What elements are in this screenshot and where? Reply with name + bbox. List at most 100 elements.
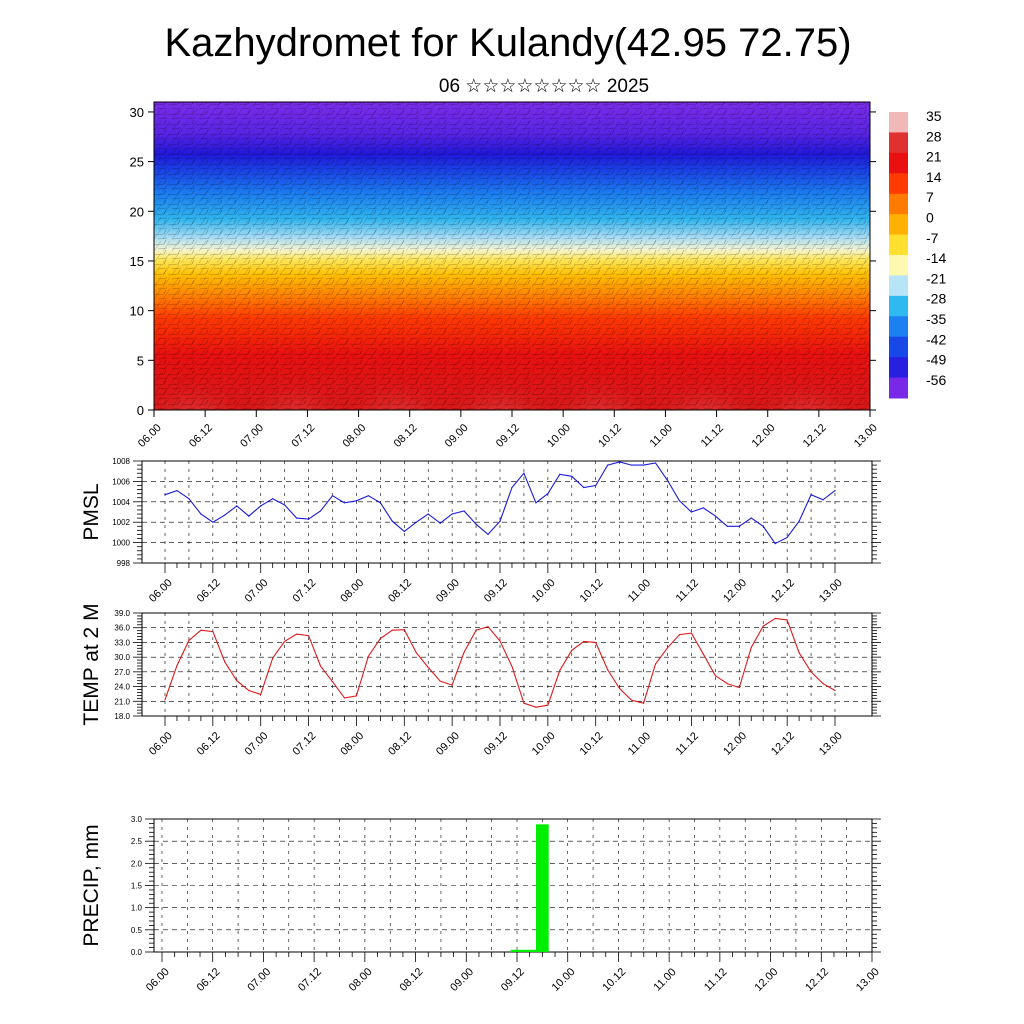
temp2m-point: [188, 639, 190, 642]
pmsl-point: [559, 473, 561, 475]
pmsl-point: [595, 484, 597, 487]
y-axis-title: TEMP at 2 M: [80, 603, 103, 725]
temp2m-point: [272, 657, 274, 659]
x-tick-label: 13.00: [817, 730, 845, 758]
x-tick-label: 12.00: [752, 966, 780, 994]
colorbar-swatch: [889, 173, 908, 195]
temp2m-point: [284, 640, 286, 643]
y-tick-label: 18.0: [114, 712, 130, 721]
pmsl-point: [571, 475, 573, 477]
colorbar-label: 0: [926, 210, 934, 226]
y-tick-label: 25: [130, 155, 144, 170]
pmsl-point: [750, 517, 752, 519]
pmsl-point: [654, 462, 657, 464]
temp2m-point: [248, 689, 250, 692]
x-tick-label: 09.00: [443, 422, 471, 450]
x-tick-label: 12.12: [769, 730, 797, 758]
x-tick-label: 06.12: [187, 422, 215, 450]
colorbar-swatch: [889, 336, 908, 358]
pmsl-point: [547, 493, 549, 495]
vertical-section-panel: 0 5 10 15 20 25 30 06.00 06.12 07.00 07.12 08.00 08…: [130, 101, 946, 450]
pmsl-point: [499, 520, 501, 522]
y-tick-label: 21.0: [114, 697, 130, 706]
x-tick-label: 06.00: [144, 966, 172, 994]
x-tick-label: 13.00: [817, 577, 845, 605]
x-tick-label: 13.00: [854, 966, 882, 994]
pmsl-point: [415, 521, 417, 523]
x-tick-label: 10.12: [600, 966, 628, 994]
temp2m-point: [654, 663, 657, 665]
temp2m-point: [451, 684, 453, 686]
temp2m-point: [499, 640, 501, 642]
temp2m-point: [307, 634, 310, 637]
pmsl-point: [619, 461, 621, 463]
y-tick-label: 1002: [112, 518, 130, 527]
pmsl-point: [822, 499, 824, 501]
x-tick-label: 12.12: [803, 966, 831, 994]
pmsl-point: [834, 489, 836, 492]
temp2m-point: [164, 699, 166, 701]
y-axis-title: PMSL: [80, 483, 103, 540]
x-tick-label: 09.12: [494, 422, 522, 450]
temp2m-point: [355, 695, 358, 697]
temp2m-point: [319, 665, 322, 667]
colorbar-label: -35: [926, 311, 946, 327]
x-tick-label: 09.00: [434, 577, 462, 605]
pmsl-point: [714, 515, 716, 517]
y-tick-label: 15: [130, 254, 144, 269]
temp2m-point: [296, 633, 298, 635]
page-subtitle: 06 ☆☆☆☆☆☆☆☆ 2025: [439, 76, 649, 97]
temp2m-point: [403, 629, 405, 631]
x-tick-label: 11.00: [648, 422, 675, 449]
temp2m-point: [571, 649, 573, 651]
x-tick-label: 09.12: [482, 730, 510, 758]
temp2m-point: [331, 681, 334, 683]
temp2m-point: [236, 680, 238, 682]
temp2m-point: [822, 683, 824, 685]
x-tick-label: 08.12: [392, 422, 420, 450]
precip-bar: [536, 824, 549, 952]
x-tick-label: 11.00: [626, 730, 653, 757]
y-tick-label: 33.0: [114, 638, 130, 647]
pmsl-point: [774, 543, 776, 545]
plot-frame: [141, 460, 873, 564]
temp2m-point: [367, 655, 369, 657]
temp2m-point: [343, 697, 346, 699]
y-tick-label: 1.0: [131, 904, 143, 913]
plot-frame: [153, 818, 873, 953]
colorbar-swatch: [889, 255, 908, 276]
y-tick-label: 1000: [112, 539, 130, 548]
pmsl-point: [678, 500, 681, 502]
plot-frame: [141, 612, 873, 717]
x-tick-label: 10.12: [596, 422, 624, 450]
temp2m-point: [702, 653, 704, 655]
temp2m-point: [750, 646, 752, 648]
precip-panel: 0.0 0.5 1.0 1.5 2.0 2.5 3.0 06.00 06.12 07.00 07.1…: [80, 815, 882, 994]
x-tick-label: 10.00: [530, 730, 558, 758]
pmsl-point: [666, 479, 669, 481]
temp2m-point: [642, 702, 645, 704]
temp2m-point: [415, 652, 417, 654]
pmsl-point: [607, 464, 609, 466]
temp2m-point: [200, 629, 202, 631]
pmsl-point: [200, 513, 202, 515]
temp2m-point: [762, 625, 764, 627]
pmsl-point: [331, 495, 334, 497]
y-tick-label: 1.5: [131, 882, 143, 891]
temp2m-point: [523, 702, 525, 704]
colorbar-label: 7: [926, 189, 934, 205]
temp2m-point: [798, 652, 800, 654]
temp2m-point: [511, 665, 513, 668]
colorbar-swatch: [889, 316, 908, 338]
x-tick-label: 06.00: [147, 730, 175, 758]
pmsl-point: [296, 517, 298, 519]
pmsl-point: [367, 495, 369, 497]
x-tick-label: 12.12: [801, 422, 829, 450]
x-tick-label: 10.00: [545, 422, 573, 450]
pmsl-point: [631, 464, 633, 466]
pmsl-point: [188, 498, 190, 500]
temp2m-point: [607, 669, 609, 671]
temp2m-point: [176, 664, 178, 667]
y-tick-label: 5: [137, 353, 144, 368]
x-tick-label: 10.12: [578, 577, 606, 605]
